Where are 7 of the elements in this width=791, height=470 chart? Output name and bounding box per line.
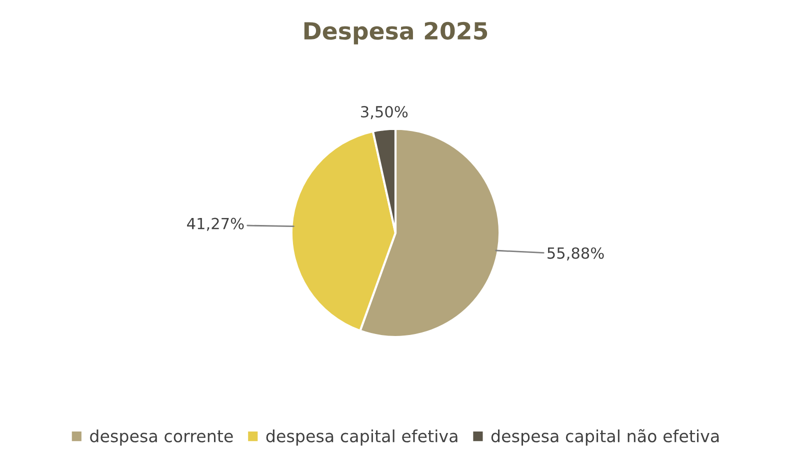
- legend-label: despesa corrente: [90, 429, 233, 446]
- legend-label: despesa capital efetiva: [266, 429, 458, 446]
- data-label: 55,88%: [548, 247, 604, 260]
- data-label: 3,50%: [361, 106, 408, 120]
- data-label: 41,27%: [187, 218, 244, 231]
- chart-title: Despesa 2025: [304, 22, 488, 44]
- legend-label: despesa capital não efetiva: [491, 429, 719, 446]
